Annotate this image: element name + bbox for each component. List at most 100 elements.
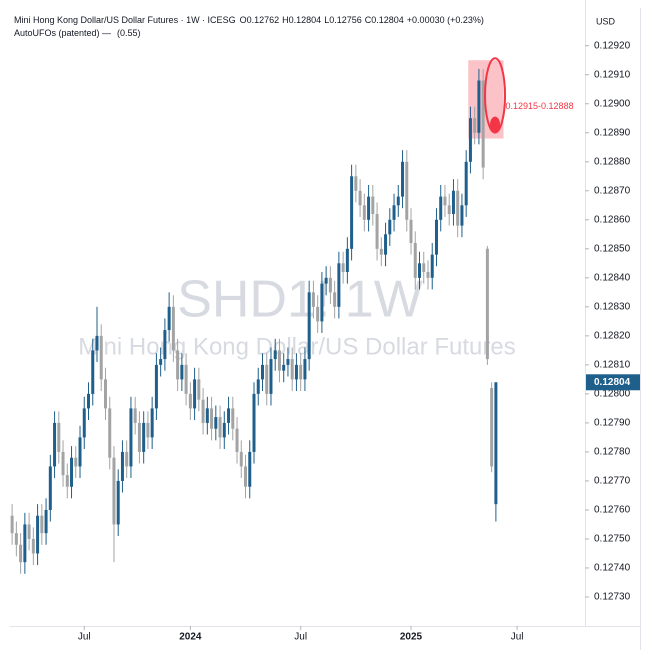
candle-body xyxy=(379,248,383,255)
candle-body xyxy=(244,466,248,487)
y-tick-label: 0.12860 xyxy=(594,214,631,225)
candle-body xyxy=(150,408,154,438)
y-tick-label: 0.12730 xyxy=(594,592,631,603)
candle-body xyxy=(112,457,116,525)
candle-body xyxy=(210,408,214,429)
candle-body xyxy=(176,350,180,380)
candle-body xyxy=(163,330,167,360)
candle-body xyxy=(231,408,235,429)
l-value: 0.12756 xyxy=(329,15,362,25)
candle-body xyxy=(426,272,430,278)
candle-body xyxy=(103,379,107,409)
zone-label: 0.12915-0.12888 xyxy=(506,101,574,111)
candle-body xyxy=(405,161,409,220)
candle-body xyxy=(91,350,95,394)
candle-body xyxy=(384,234,388,255)
c-value: 0.12804 xyxy=(371,15,404,25)
o-label: O xyxy=(240,15,247,25)
candle-body xyxy=(439,196,443,220)
candle-body xyxy=(184,364,188,394)
candle-body xyxy=(14,533,18,545)
candle-body xyxy=(129,408,133,467)
watermark-name: Mini Hong Kong Dollar/US Dollar Futures xyxy=(78,333,516,360)
candle-body xyxy=(265,364,269,394)
candle-body xyxy=(290,359,294,380)
candle-body xyxy=(116,480,120,525)
y-tick-label: 0.12850 xyxy=(594,243,631,254)
candle-body xyxy=(227,408,231,423)
candle-body xyxy=(409,219,413,244)
y-tick-label: 0.12760 xyxy=(594,505,631,516)
candle-body xyxy=(468,118,472,162)
candle-body xyxy=(57,422,61,452)
candle-body xyxy=(193,379,197,409)
candle-body xyxy=(375,214,379,249)
candle-body xyxy=(418,263,422,278)
y-tick-label: 0.12840 xyxy=(594,272,631,283)
candle-body xyxy=(477,80,481,133)
candle-body xyxy=(430,254,434,278)
candle-body xyxy=(137,422,141,452)
candle-body xyxy=(311,292,315,307)
symbol: Mini Hong Kong Dollar/US Dollar Futures … xyxy=(14,15,236,25)
candle-body xyxy=(31,538,35,554)
candle-body xyxy=(362,205,366,220)
candle-body xyxy=(10,515,14,534)
candle-body xyxy=(337,263,341,307)
candle-body xyxy=(205,408,209,423)
candle-body xyxy=(277,350,281,371)
x-tick-label: 2025 xyxy=(400,632,423,643)
candle-body xyxy=(87,393,91,409)
candle-body xyxy=(286,359,290,365)
candle-body xyxy=(19,544,23,563)
ufo-ring xyxy=(484,57,507,134)
y-tick-label: 0.12870 xyxy=(594,185,631,196)
indicator[interactable]: AutoUFOs (patented) — (0.55) xyxy=(14,28,141,38)
candle-body xyxy=(434,219,438,255)
candle-body xyxy=(82,408,86,438)
candle-body xyxy=(345,248,349,273)
candle-body xyxy=(333,292,337,307)
y-tick-label: 0.12740 xyxy=(594,563,631,574)
candle-body xyxy=(273,350,277,360)
y-tick-label: 0.12880 xyxy=(594,156,631,167)
candle-body xyxy=(99,335,103,380)
x-tick-label: 2024 xyxy=(179,632,202,643)
candle-body xyxy=(422,263,426,273)
candle-body xyxy=(180,364,184,380)
candle-body xyxy=(23,524,27,563)
candle-body xyxy=(48,466,52,510)
h-label: H xyxy=(282,15,289,25)
candle-body xyxy=(328,277,332,293)
candle-body xyxy=(294,364,298,380)
candle-body xyxy=(146,422,150,438)
h-value: 0.12804 xyxy=(289,15,322,25)
candle-body xyxy=(27,524,31,539)
y-tick-label: 0.12800 xyxy=(594,389,631,400)
currency[interactable]: USD xyxy=(596,16,616,26)
candle-body xyxy=(447,205,451,214)
c-label: C xyxy=(365,15,372,25)
y-tick-label: 0.12780 xyxy=(594,447,631,458)
candle-body xyxy=(464,161,468,206)
candle-body xyxy=(307,292,311,360)
y-tick-label: 0.12900 xyxy=(594,98,631,109)
candle-body xyxy=(167,306,171,331)
candle-body xyxy=(171,306,175,351)
candle-body xyxy=(133,408,137,423)
candle-body xyxy=(95,335,99,351)
candle-body xyxy=(159,359,163,365)
candle-body xyxy=(188,393,192,409)
y-tick-label: 0.12920 xyxy=(594,40,631,51)
candle-body xyxy=(341,263,345,273)
candle-body xyxy=(473,118,477,133)
symbol-title: Mini Hong Kong Dollar/US Dollar Futures … xyxy=(14,15,484,25)
candle-body xyxy=(197,379,201,400)
candle-body xyxy=(316,306,320,322)
candle-body xyxy=(78,437,82,467)
candle-body xyxy=(201,399,205,423)
x-tick-label: Jul xyxy=(294,632,307,643)
